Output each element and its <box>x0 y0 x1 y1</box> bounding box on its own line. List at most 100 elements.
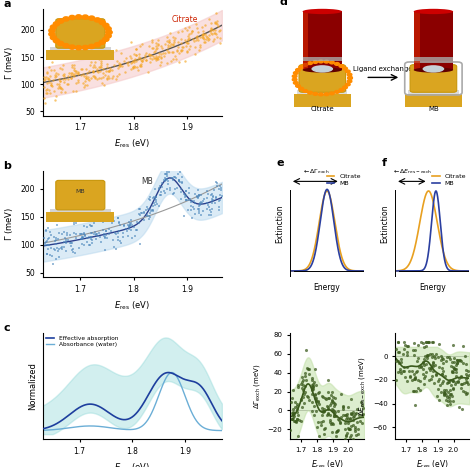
Point <box>155 184 163 192</box>
Point <box>130 51 138 58</box>
Point <box>164 43 172 50</box>
Point <box>52 92 60 100</box>
Point <box>110 218 118 225</box>
Point <box>171 53 179 60</box>
Point <box>293 416 301 423</box>
Point <box>128 59 136 66</box>
Point <box>333 427 341 434</box>
Point <box>79 236 86 243</box>
Point <box>185 34 193 42</box>
Point <box>410 351 418 358</box>
Point <box>157 53 164 61</box>
Point <box>134 55 142 63</box>
Point <box>51 88 58 95</box>
Point <box>410 375 418 383</box>
X-axis label: $E_{\rm res}$ (eV): $E_{\rm res}$ (eV) <box>416 458 449 467</box>
Point <box>178 27 186 34</box>
Point <box>306 396 313 403</box>
Absorbance (water) <box>219 428 225 433</box>
Point <box>164 180 172 188</box>
Point <box>42 75 49 83</box>
Point <box>182 197 190 204</box>
Point <box>174 170 182 177</box>
Point <box>443 393 450 401</box>
Point <box>315 401 323 408</box>
Point <box>211 20 219 27</box>
Point <box>160 53 168 60</box>
Point <box>339 405 347 413</box>
Point <box>201 38 209 46</box>
Point <box>193 193 201 200</box>
Point <box>154 41 162 49</box>
Point <box>83 69 91 77</box>
Point <box>327 401 334 409</box>
Point <box>332 428 339 436</box>
Point <box>129 64 137 71</box>
Point <box>59 71 67 78</box>
Point <box>167 40 174 47</box>
Point <box>315 418 322 425</box>
Point <box>128 54 135 62</box>
Point <box>141 216 148 224</box>
Point <box>411 401 419 409</box>
Point <box>352 427 359 434</box>
Point <box>162 176 170 183</box>
Point <box>429 360 437 367</box>
Point <box>64 236 72 244</box>
Point <box>410 339 418 347</box>
Point <box>182 187 190 194</box>
Point <box>105 67 112 75</box>
Point <box>446 387 454 394</box>
Point <box>136 62 144 70</box>
Point <box>40 234 47 242</box>
Point <box>40 73 48 80</box>
Point <box>211 18 219 26</box>
Point <box>305 366 312 373</box>
Point <box>455 379 462 386</box>
Point <box>318 404 326 412</box>
Point <box>358 411 365 418</box>
Point <box>108 220 115 227</box>
Point <box>353 419 361 426</box>
Point <box>444 379 451 387</box>
Point <box>73 219 80 226</box>
Point <box>94 233 102 240</box>
Point <box>346 433 354 440</box>
Point <box>449 363 456 371</box>
Point <box>458 406 466 413</box>
Point <box>81 230 88 238</box>
Point <box>442 357 449 364</box>
Point <box>68 62 76 69</box>
Point <box>324 403 332 411</box>
Point <box>210 35 218 43</box>
Point <box>203 205 210 212</box>
Point <box>337 413 345 421</box>
Point <box>95 55 103 63</box>
Point <box>103 64 110 71</box>
Point <box>60 243 68 251</box>
Point <box>426 376 433 383</box>
Point <box>216 27 223 35</box>
Point <box>304 393 312 401</box>
Point <box>394 339 402 346</box>
Point <box>356 417 364 425</box>
Point <box>422 339 429 346</box>
Point <box>311 391 319 398</box>
Point <box>182 187 190 195</box>
Point <box>149 52 157 59</box>
Point <box>127 223 134 230</box>
Point <box>128 221 136 229</box>
Point <box>333 427 341 434</box>
Point <box>447 362 455 369</box>
Point <box>396 359 403 367</box>
Line: Absorbance (water): Absorbance (water) <box>37 373 222 431</box>
Point <box>287 398 295 406</box>
Point <box>56 64 64 72</box>
Point <box>443 354 450 361</box>
Point <box>346 426 353 433</box>
Point <box>329 398 337 406</box>
Point <box>432 371 440 379</box>
Point <box>312 397 320 405</box>
Point <box>149 208 156 215</box>
Point <box>166 42 174 50</box>
